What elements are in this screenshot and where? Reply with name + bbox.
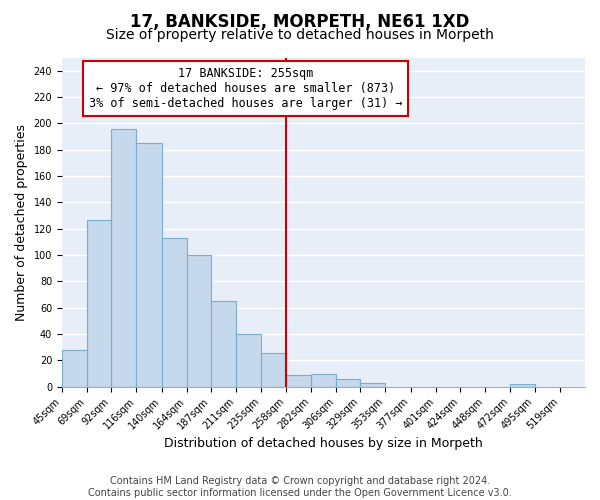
Bar: [236, 334, 262, 387]
X-axis label: Distribution of detached houses by size in Morpeth: Distribution of detached houses by size …: [164, 437, 483, 450]
Bar: [187, 255, 211, 387]
Bar: [161, 238, 187, 387]
Bar: [311, 374, 336, 387]
Text: 17, BANKSIDE, MORPETH, NE61 1XD: 17, BANKSIDE, MORPETH, NE61 1XD: [130, 12, 470, 30]
Y-axis label: Number of detached properties: Number of detached properties: [15, 124, 28, 320]
Bar: [136, 143, 161, 387]
Bar: [262, 352, 286, 387]
Bar: [111, 128, 136, 387]
Bar: [336, 379, 360, 387]
Bar: [360, 383, 385, 387]
Bar: [286, 375, 311, 387]
Text: Contains HM Land Registry data © Crown copyright and database right 2024.
Contai: Contains HM Land Registry data © Crown c…: [88, 476, 512, 498]
Bar: [62, 350, 87, 387]
Bar: [211, 301, 236, 387]
Text: 17 BANKSIDE: 255sqm
← 97% of detached houses are smaller (873)
3% of semi-detach: 17 BANKSIDE: 255sqm ← 97% of detached ho…: [89, 66, 403, 110]
Bar: [511, 384, 535, 387]
Text: Size of property relative to detached houses in Morpeth: Size of property relative to detached ho…: [106, 28, 494, 42]
Bar: [87, 220, 111, 387]
